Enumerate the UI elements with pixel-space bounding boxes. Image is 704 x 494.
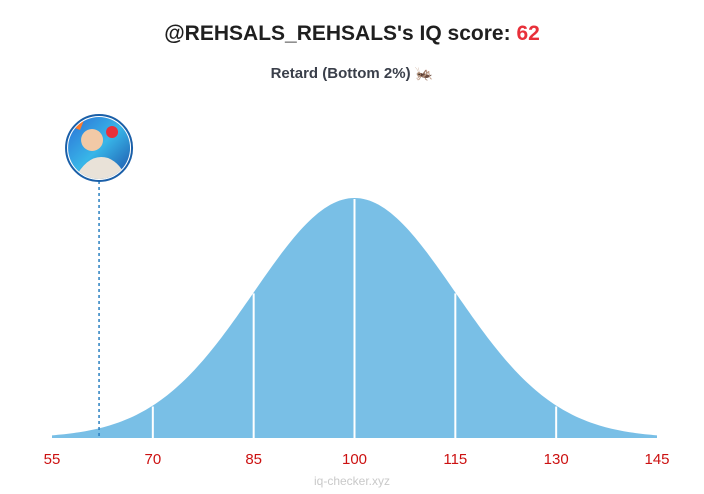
user-avatar: [65, 114, 134, 182]
avatar-body: [74, 157, 127, 179]
avatar-accent: [106, 126, 119, 138]
x-tick-label-130: 130: [544, 451, 569, 468]
x-tick-label-70: 70: [144, 451, 161, 468]
avatar-face: [81, 129, 104, 151]
iq-category-label: Retard (Bottom 2%): [270, 65, 411, 82]
title-handle: @REHSALS_REHSALS's IQ score:: [164, 22, 517, 45]
x-tick-label-55: 55: [44, 451, 61, 468]
page-subtitle: Retard (Bottom 2%) 🦗: [0, 64, 704, 82]
x-tick-label-85: 85: [245, 451, 262, 468]
x-tick-label-115: 115: [443, 451, 467, 468]
iq-score-value: 62: [516, 22, 540, 45]
x-tick-label-145: 145: [644, 451, 669, 468]
page-title: @REHSALS_REHSALS's IQ score: 62: [0, 22, 704, 46]
x-tick-label-100: 100: [342, 451, 367, 468]
footer-site-link[interactable]: iq-checker.xyz: [313, 474, 391, 488]
cricket-icon: 🦗: [414, 64, 434, 82]
